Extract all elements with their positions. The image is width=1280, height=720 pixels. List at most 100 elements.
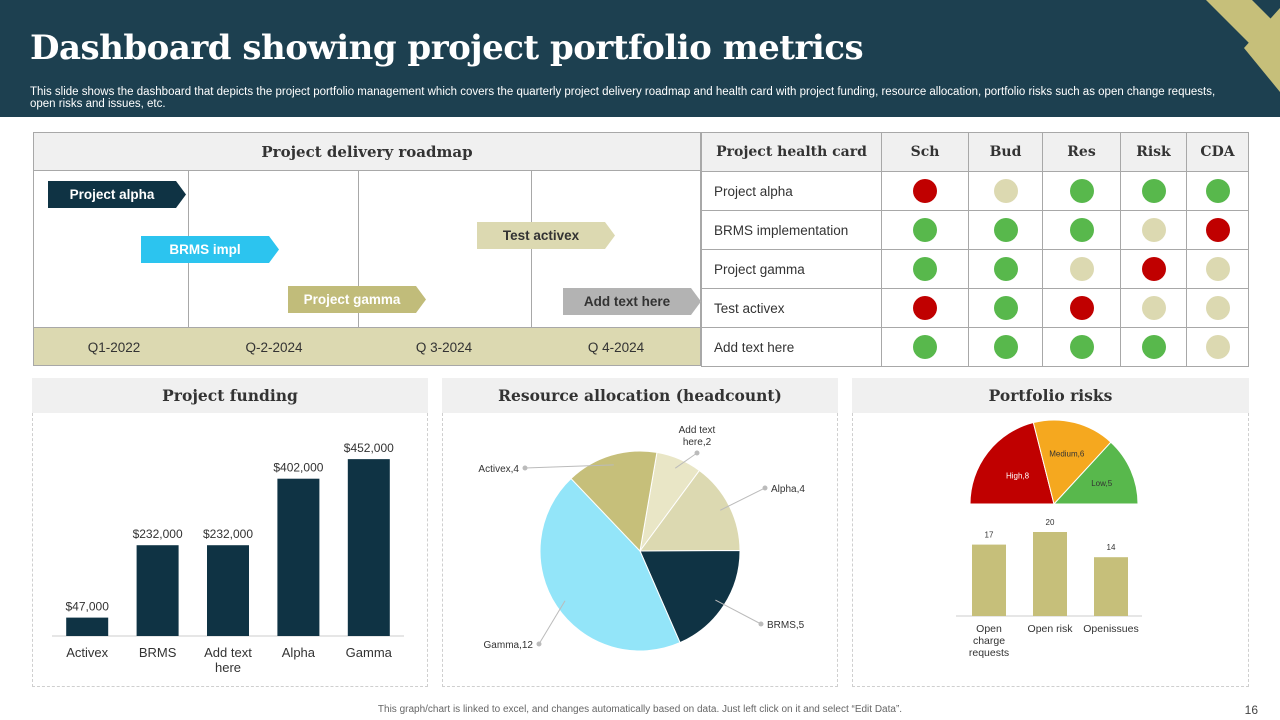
- status-dot-green: [1141, 335, 1166, 359]
- project-delivery-roadmap: Project delivery roadmap Project alpha B…: [33, 132, 701, 366]
- funding-bar: [207, 545, 249, 636]
- health-status-cell: [1186, 249, 1249, 289]
- health-col-header: Res: [1042, 132, 1121, 172]
- health-status-cell: [1042, 327, 1121, 367]
- roadmap-tag-project-alpha[interactable]: Project alpha: [48, 181, 186, 208]
- health-project-name: Add text here: [701, 327, 882, 367]
- quarter-label: Q-2-2024: [245, 339, 303, 355]
- health-status-cell: [1120, 249, 1187, 289]
- risk-bar-label: 14: [1107, 543, 1116, 552]
- project-funding-panel: Project funding $47,000 Activex $232,000 BR…: [32, 378, 428, 687]
- portfolio-risks-body: [852, 413, 1249, 687]
- risk-category-label: Openissues: [1083, 623, 1138, 635]
- resource-leader-line: [538, 600, 566, 645]
- resource-allocation-body: [442, 413, 838, 687]
- health-status-cell: [881, 210, 969, 250]
- status-dot-beige: [1141, 218, 1166, 242]
- status-dot-green: [1205, 179, 1230, 203]
- resource-slice-label: Alpha,4: [771, 484, 805, 495]
- risk-category-label: Open risk: [1028, 623, 1074, 635]
- status-dot-red: [1141, 257, 1166, 281]
- page-subtitle: This slide shows the dashboard that depi…: [30, 86, 1216, 110]
- risk-bar: [972, 544, 1006, 616]
- status-dot-beige: [1205, 257, 1230, 281]
- health-status-cell: [881, 249, 969, 289]
- health-col-header: Sch: [881, 132, 969, 172]
- health-card-header-row: Project health card Sch Bud Res Risk CDA: [701, 132, 1249, 172]
- funding-category-label: Alpha: [282, 645, 316, 660]
- funding-bar: [66, 617, 109, 636]
- health-status-cell: [1042, 288, 1121, 328]
- risk-bar-label: 17: [985, 531, 994, 540]
- health-status-cell: [1186, 171, 1249, 211]
- resource-leader-dot: [522, 465, 528, 471]
- health-status-cell: [1120, 210, 1187, 250]
- project-health-card: Project health card Sch Bud Res Risk CDA…: [701, 132, 1249, 367]
- roadmap-tag-label: BRMS impl: [169, 242, 241, 257]
- page-number: 16: [1244, 703, 1258, 717]
- health-status-cell: [1042, 210, 1121, 250]
- roadmap-tag-project-gamma[interactable]: Project gamma: [288, 286, 426, 313]
- risk-gauge-segment: [1032, 419, 1112, 506]
- funding-bar-label: $232,000: [133, 527, 183, 541]
- resource-slice-label: here,2: [683, 437, 712, 448]
- health-col-header: Risk: [1120, 132, 1187, 172]
- resource-leader-line: [715, 599, 762, 625]
- health-status-cell: [968, 288, 1043, 328]
- health-status-cell: [1042, 249, 1121, 289]
- footer-note: This graph/chart is linked to excel, and…: [377, 704, 903, 715]
- risk-gauge-label: Medium,6: [1049, 450, 1085, 459]
- risk-gauge-segment: [969, 421, 1055, 505]
- funding-category-label: BRMS: [139, 645, 177, 660]
- project-funding-body: [32, 413, 428, 687]
- health-status-cell: [968, 327, 1043, 367]
- status-dot-red: [1205, 218, 1230, 242]
- status-dot-red: [1069, 296, 1094, 320]
- health-status-cell: [1186, 327, 1249, 367]
- health-project-name: BRMS implementation: [701, 210, 882, 250]
- funding-bar-label: $452,000: [344, 441, 394, 455]
- roadmap-tag-label: Project alpha: [69, 187, 155, 202]
- status-dot-green: [993, 335, 1018, 359]
- health-status-cell: [1120, 288, 1187, 328]
- funding-category-label: Gamma: [346, 645, 393, 660]
- status-dot-green: [1069, 218, 1094, 242]
- resource-slice-label: BRMS,5: [767, 620, 805, 631]
- roadmap-tag-test-activex[interactable]: Test activex: [477, 222, 615, 249]
- health-card-row: BRMS implementation: [701, 210, 1249, 250]
- roadmap-tag-label: Add text here: [583, 294, 671, 309]
- status-dot-green: [913, 257, 937, 281]
- status-dot-red: [913, 179, 937, 203]
- resource-pie-slice: [539, 477, 681, 652]
- funding-bar-label: $47,000: [66, 600, 110, 614]
- resource-allocation-title: Resource allocation (headcount): [442, 378, 838, 413]
- funding-bar: [136, 545, 179, 636]
- health-status-cell: [1186, 288, 1249, 328]
- resource-leader-dot: [694, 450, 700, 456]
- roadmap-tag-label: Test activex: [502, 228, 580, 243]
- health-col-header: CDA: [1186, 132, 1249, 172]
- health-card-row: Project gamma: [701, 249, 1249, 289]
- resource-pie-slice: [639, 550, 741, 644]
- health-col-header: Project health card: [701, 132, 882, 172]
- status-dot-beige: [1205, 335, 1230, 359]
- resource-pie-slice: [570, 450, 658, 553]
- health-status-cell: [881, 327, 969, 367]
- funding-bar: [277, 478, 320, 636]
- health-card-row: Add text here: [701, 327, 1249, 367]
- quarter-label: Q 4-2024: [587, 339, 645, 355]
- resource-leader-dot: [536, 641, 542, 647]
- resource-leader-line: [674, 452, 698, 469]
- health-status-cell: [1186, 210, 1249, 250]
- health-status-cell: [1120, 327, 1187, 367]
- portfolio-risks-panel: Portfolio risks High,8 Medium,6 Low,5 17 Ope…: [852, 378, 1249, 687]
- project-funding-chart: $47,000 Activex $232,000 BRMS $232,000 Add te…: [52, 441, 404, 675]
- funding-bar-label: $232,000: [203, 527, 253, 541]
- roadmap-tag-add-text[interactable]: Add text here: [563, 288, 701, 315]
- status-dot-green: [1069, 335, 1094, 359]
- roadmap-tag-brms-impl[interactable]: BRMS impl: [141, 236, 279, 263]
- resource-leader-line: [720, 487, 766, 511]
- status-dot-beige: [993, 179, 1018, 203]
